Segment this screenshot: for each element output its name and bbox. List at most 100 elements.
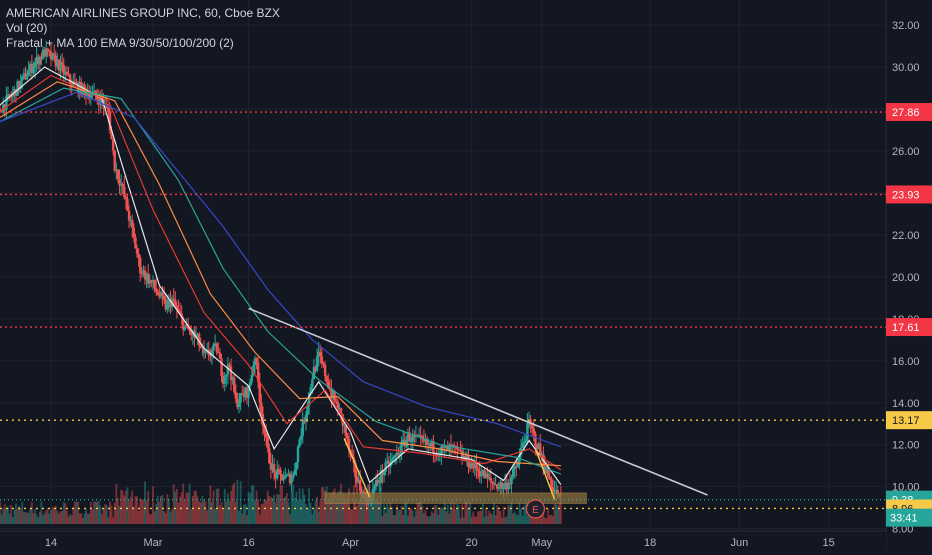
- volume-bar: [42, 515, 44, 524]
- volume-bar: [403, 502, 406, 524]
- volume-bar: [370, 498, 373, 524]
- volume-bar: [451, 507, 454, 524]
- chart-legend: AMERICAN AIRLINES GROUP INC, 60, Cboe BZ…: [6, 6, 280, 51]
- volume-bar: [367, 500, 370, 524]
- candle-body: [188, 329, 191, 332]
- volume-bar: [448, 513, 451, 524]
- volume-bar: [101, 513, 103, 524]
- volume-bar: [306, 508, 309, 524]
- volume-bar: [117, 497, 119, 524]
- volume-bar: [454, 509, 457, 524]
- volume-bar: [473, 516, 476, 524]
- y-tick-label: 16.00: [892, 356, 920, 368]
- candle-body: [67, 74, 70, 76]
- volume-bar: [152, 486, 154, 524]
- candle-body: [201, 347, 204, 349]
- volume-bar: [360, 487, 363, 524]
- volume-bar: [219, 505, 221, 524]
- candle-body: [41, 49, 45, 59]
- x-tick-label: 20: [466, 537, 478, 549]
- volume-bar: [128, 500, 130, 524]
- candle-body: [5, 95, 8, 110]
- volume-bar: [220, 502, 223, 524]
- candle-body: [49, 51, 53, 60]
- volume-bar: [507, 504, 510, 524]
- candle-body: [543, 466, 547, 473]
- volume-bar: [512, 513, 515, 524]
- volume-bar: [282, 498, 285, 524]
- y-tick-label: 14.00: [892, 398, 920, 410]
- volume-bar: [265, 500, 268, 524]
- candle-body: [118, 178, 121, 186]
- candle-body: [432, 441, 435, 454]
- legend-title: AMERICAN AIRLINES GROUP INC, 60, Cboe BZ…: [6, 6, 280, 20]
- volume-bar: [155, 503, 158, 524]
- candle-body: [343, 425, 346, 427]
- candle-body: [553, 490, 556, 492]
- volume-bar: [35, 514, 38, 524]
- volume-bar: [340, 483, 342, 524]
- y-tick-label: 10.00: [892, 482, 920, 494]
- volume-bar: [198, 501, 201, 524]
- volume-bar: [53, 508, 56, 524]
- candle-body: [32, 68, 35, 73]
- volume-bar: [301, 488, 304, 524]
- y-tick-label: 20.00: [892, 272, 920, 284]
- volume-bar: [80, 513, 83, 524]
- volume-bar: [72, 507, 75, 524]
- candle-body: [276, 469, 279, 479]
- volume-bar: [5, 508, 8, 524]
- candle-body: [158, 294, 161, 297]
- candle-body: [269, 463, 273, 470]
- candle-body: [354, 463, 357, 478]
- level-label-bg: [886, 318, 932, 337]
- volume-bar: [233, 482, 236, 524]
- volume-bar: [325, 486, 328, 524]
- candle-body: [209, 355, 212, 357]
- volume-bar: [166, 494, 169, 524]
- volume-bar: [148, 514, 151, 524]
- candle-body: [248, 381, 252, 387]
- candle-body: [400, 441, 403, 454]
- volume-bar: [21, 501, 24, 524]
- volume-bar: [7, 506, 9, 524]
- candle-body: [266, 437, 269, 449]
- candle-body: [421, 436, 424, 439]
- volume-bar: [411, 510, 414, 524]
- candle-body: [244, 388, 247, 397]
- candle-body: [295, 462, 298, 470]
- volume-bar: [453, 501, 456, 524]
- y-tick-label: 22.00: [892, 230, 920, 242]
- volume-bar: [160, 496, 162, 524]
- volume-bar: [102, 507, 105, 524]
- volume-bar: [413, 516, 416, 524]
- candle-body: [19, 80, 22, 89]
- volume-bar: [110, 505, 113, 524]
- candle-body: [395, 452, 398, 456]
- volume-bar: [193, 490, 196, 524]
- candle-body: [330, 389, 333, 399]
- volume-bar: [446, 504, 449, 524]
- volume-bar: [303, 494, 306, 524]
- volume-bar: [510, 501, 513, 524]
- candle-body: [492, 483, 496, 485]
- volume-bar: [308, 488, 311, 524]
- candle-body: [217, 351, 220, 354]
- volume-bar: [491, 514, 494, 524]
- candle-body: [438, 454, 442, 456]
- volume-bar: [435, 505, 438, 524]
- candle-body: [312, 367, 316, 380]
- candle-body: [516, 462, 520, 468]
- volume-bar: [555, 503, 558, 524]
- candle-body: [315, 356, 319, 371]
- candle-body: [83, 84, 86, 90]
- volume-bar: [504, 517, 507, 524]
- candle-body: [358, 479, 362, 492]
- volume-bar: [426, 515, 428, 524]
- volume-bar: [419, 501, 422, 524]
- volume-bar: [387, 506, 390, 524]
- candle-body: [271, 464, 274, 470]
- volume-bar: [118, 505, 121, 524]
